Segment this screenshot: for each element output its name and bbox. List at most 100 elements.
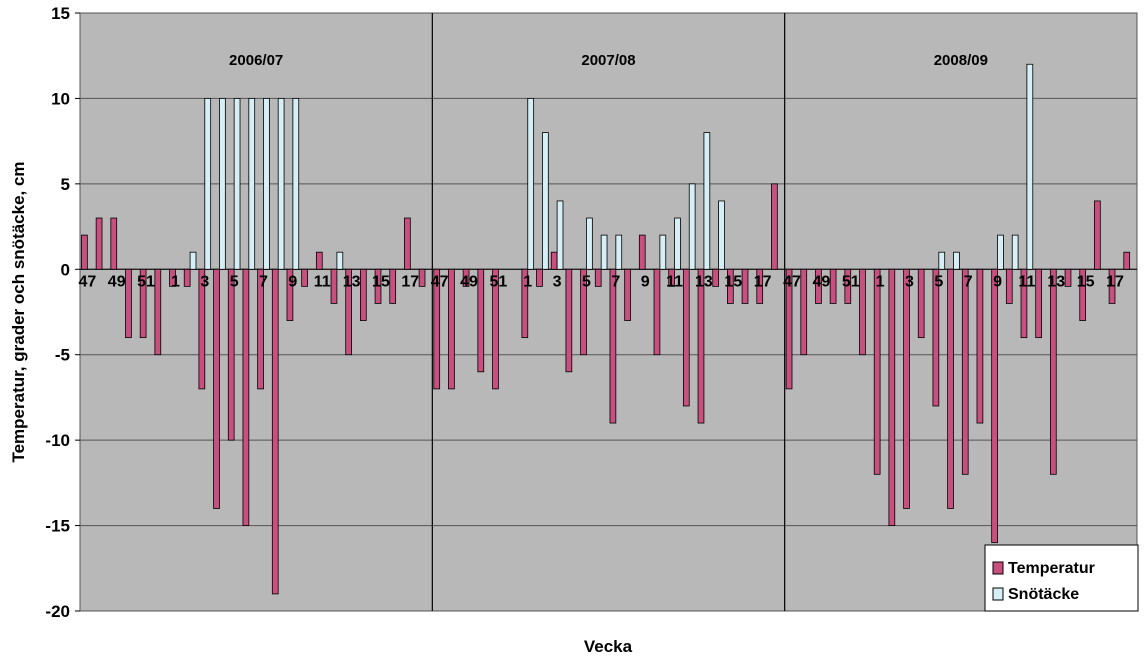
bar-snotacke-s0-w3 — [204, 98, 212, 270]
bar-temperatur-s1-w2 — [536, 268, 543, 287]
bar-snotacke-s1-w6 — [600, 234, 608, 270]
bar-temperatur-s0-w10 — [301, 268, 308, 287]
x-tick-label-s2-18: 13 — [1047, 273, 1065, 290]
bar-temperatur-s2-w18 — [1123, 251, 1131, 270]
bar-temperatur-s2-w16 — [1094, 200, 1101, 270]
legend-box — [984, 544, 1139, 612]
bar-temperatur-s2-w4 — [917, 268, 925, 339]
x-tick-label-s2-14: 9 — [993, 273, 1002, 290]
bar-temperatur-s1-w16 — [741, 268, 749, 304]
x-tick-label-s2-16: 11 — [1018, 273, 1035, 290]
bar-temperatur-s0-w18 — [418, 268, 426, 287]
x-tick-label-s0-20: 15 — [372, 273, 390, 290]
bar-snotacke-s1-w1 — [527, 98, 535, 270]
bar-temperatur-s0-w49 — [110, 217, 118, 270]
season-label-2: 2008/09 — [934, 52, 988, 69]
bar-snotacke-s2-w6 — [953, 251, 960, 270]
bar-snotacke-s1-w3 — [556, 200, 564, 270]
x-tick-label-s1-16: 11 — [666, 273, 683, 290]
bar-temperatur-s0-w47 — [81, 234, 88, 270]
y-tick-label-6: -15 — [45, 517, 70, 536]
bar-snotacke-s1-w10 — [659, 234, 667, 270]
bar-snotacke-s2-w10 — [1011, 234, 1019, 270]
x-tick-label-s2-8: 3 — [905, 273, 914, 290]
bar-temperatur-s1-w17 — [756, 268, 764, 304]
bar-temperatur-s0-w2 — [183, 268, 191, 287]
x-tick-label-s0-4: 51 — [137, 273, 155, 290]
bar-temperatur-s0-w1 — [169, 268, 176, 287]
bar-snotacke-s1-w11 — [674, 217, 681, 270]
bar-snotacke-s1-w14 — [718, 200, 725, 270]
legend-swatch-temperatur — [992, 561, 1004, 575]
bar-temperatur-s0-w12 — [330, 268, 338, 304]
bar-temperatur-s1-w49 — [462, 268, 470, 287]
bar-temperatur-s2-w51 — [844, 268, 852, 304]
bar-temperatur-s0-w4 — [213, 268, 220, 509]
bar-temperatur-s2-w9 — [991, 268, 998, 544]
bar-temperatur-s2-w14 — [1064, 268, 1072, 287]
bar-temperatur-s0-w50 — [125, 268, 132, 339]
x-tick-label-s2-4: 51 — [842, 273, 860, 290]
bar-temperatur-s1-w3 — [550, 251, 558, 270]
bar-temperatur-s0-w11 — [315, 251, 323, 270]
bar-temperatur-s0-w52 — [154, 268, 162, 356]
bar-temperatur-s2-w10 — [1005, 268, 1013, 304]
bar-temperatur-s2-w6 — [947, 268, 954, 509]
bar-temperatur-s2-w13 — [1049, 268, 1057, 475]
bar-temperatur-s2-w52 — [859, 268, 866, 356]
y-tick-label-3: 0 — [61, 260, 70, 279]
bar-temperatur-s0-w48 — [95, 217, 103, 270]
x-tick-label-s0-2: 49 — [108, 273, 126, 290]
bar-snotacke-s0-w5 — [233, 98, 241, 270]
bar-temperatur-s0-w17 — [404, 217, 411, 270]
bar-temperatur-s1-w15 — [727, 268, 734, 304]
legend: Temperatur Snötäcke — [984, 544, 1139, 612]
y-tick-label-4: -5 — [55, 346, 70, 365]
x-tick-label-s2-2: 49 — [812, 273, 830, 290]
bar-temperatur-s2-w48 — [800, 268, 808, 356]
x-tick-label-s2-10: 5 — [934, 273, 943, 290]
bar-temperatur-s2-w1 — [873, 268, 881, 475]
bar-snotacke-s1-w12 — [688, 183, 696, 270]
bar-temperatur-s0-w16 — [389, 268, 397, 304]
bar-temperatur-s1-w51 — [492, 268, 499, 390]
x-tick-label-s1-0: 47 — [431, 273, 449, 290]
bar-snotacke-s0-w4 — [219, 98, 226, 270]
x-tick-label-s2-20: 15 — [1077, 273, 1095, 290]
bar-temperatur-s2-w17 — [1108, 268, 1116, 304]
bar-snotacke-s2-w11 — [1026, 63, 1034, 270]
bar-temperatur-s2-w11 — [1020, 268, 1028, 339]
bar-temperatur-s1-w5 — [580, 268, 587, 356]
bar-temperatur-s1-w4 — [565, 268, 573, 373]
y-axis-title: Temperatur, grader och snötäcke, cm — [9, 161, 28, 462]
bar-snotacke-s2-w9 — [997, 234, 1004, 270]
x-tick-label-s0-0: 47 — [78, 273, 96, 290]
legend-label-temperatur: Temperatur — [1008, 560, 1095, 577]
bar-temperatur-s1-w7 — [609, 268, 617, 424]
season-dividers — [431, 13, 786, 611]
x-tick-label-s1-10: 5 — [582, 273, 591, 290]
bar-temperatur-s1-w48 — [448, 268, 455, 390]
x-tick-label-s0-14: 9 — [288, 273, 297, 290]
bar-temperatur-s2-w15 — [1079, 268, 1087, 321]
bars — [81, 63, 1131, 595]
bar-temperatur-s1-w50 — [477, 268, 485, 373]
bar-temperatur-s0-w6 — [242, 268, 250, 526]
bar-snotacke-s2-w5 — [938, 251, 946, 270]
bar-snotacke-s0-w2 — [189, 251, 197, 270]
x-tick-label-s1-8: 3 — [553, 273, 562, 290]
bar-snotacke-s0-w8 — [277, 98, 285, 270]
x-axis-ticks: 47 49 51 1 3 5 7 9 11 13 15 17 47 49 51 1 3 5 7 9 11 13 15 17 47… — [78, 273, 1124, 290]
season-label-1: 2007/08 — [581, 52, 635, 69]
bar-snotacke-s1-w7 — [615, 234, 623, 270]
x-tick-label-s0-16: 11 — [314, 273, 331, 290]
x-tick-label-s1-4: 51 — [489, 273, 507, 290]
x-tick-label-s1-18: 13 — [695, 273, 713, 290]
legend-swatch-snotacke — [992, 587, 1004, 601]
bar-temperatur-s1-w13 — [697, 268, 705, 424]
bar-temperatur-s1-w14 — [712, 268, 720, 287]
bar-temperatur-s2-w5 — [932, 268, 940, 407]
x-tick-label-s0-10: 5 — [230, 273, 239, 290]
bar-snotacke-s0-w7 — [263, 98, 270, 270]
bar-snotacke-s1-w13 — [703, 132, 711, 270]
